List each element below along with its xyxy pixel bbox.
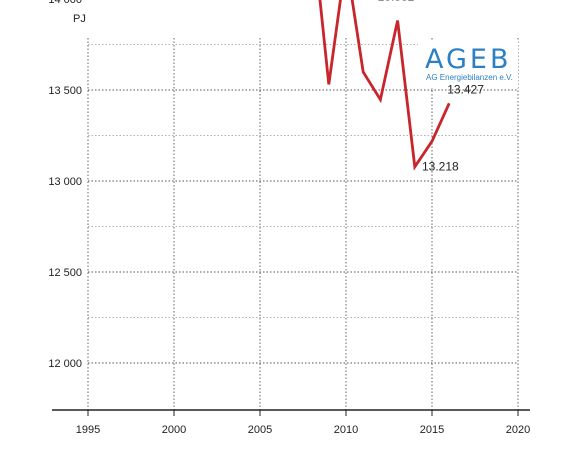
logo-background (418, 40, 518, 88)
y-axis-unit-label: PJ (73, 13, 86, 25)
logo-text: AGEB (425, 44, 512, 75)
x-tick-label: 1995 (76, 424, 100, 436)
data-label: 13.427 (447, 82, 484, 96)
x-tick-label: 2000 (162, 424, 186, 436)
y-tick-label: 12 000 (48, 358, 82, 370)
x-tick-label: 2015 (420, 424, 444, 436)
y-tick-label: 12 500 (48, 267, 82, 279)
x-tick-label: 2020 (506, 424, 530, 436)
data-label: 13.218 (422, 159, 459, 173)
data-labels: 14.26914.40114.55814.21713.88213.21813.4… (378, 0, 485, 173)
x-tick-label: 2010 (334, 424, 358, 436)
x-tick-label: 2005 (248, 424, 272, 436)
logo-subtext: AG Energiebilanzen e.V. (426, 73, 513, 82)
series-line (318, 0, 451, 171)
series-group (318, 0, 451, 171)
y-tick-label: 13 000 (48, 176, 82, 188)
ageb-logo: AGEB AG Energiebilanzen e.V. (418, 40, 518, 88)
y-tick-label: 14 000 (48, 0, 82, 6)
x-axis: 1995 2000 2005 2010 2015 2020 (52, 409, 530, 436)
data-label: 13.882 (378, 0, 415, 3)
y-tick-label: 13 500 (48, 85, 82, 97)
